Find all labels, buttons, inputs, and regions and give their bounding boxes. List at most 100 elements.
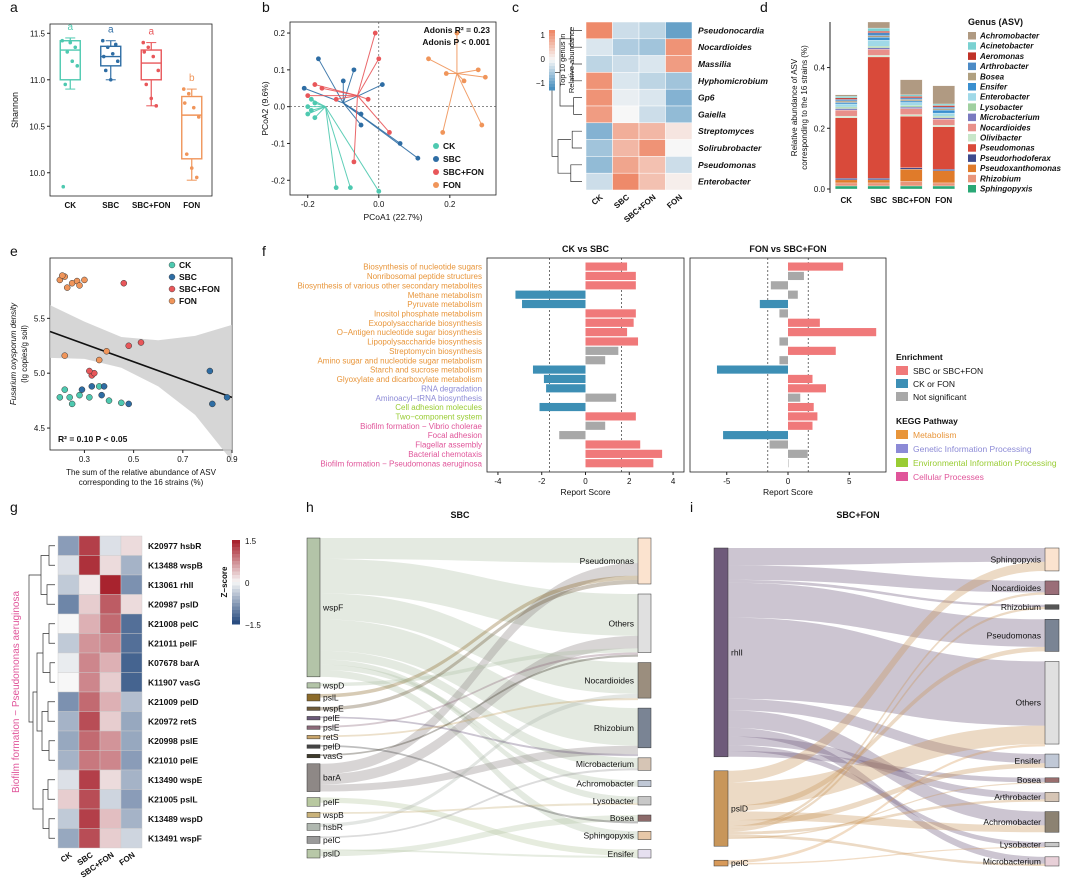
stacked-bar-segment bbox=[932, 117, 955, 120]
legend-swatch bbox=[968, 154, 976, 162]
data-point-CK bbox=[312, 100, 318, 106]
legend-swatch bbox=[968, 83, 976, 91]
x-tick-label: SBC+FON bbox=[132, 201, 171, 210]
data-point bbox=[105, 45, 110, 50]
sankey-target-label: Others bbox=[608, 618, 634, 628]
panel-letter-i: i bbox=[690, 499, 693, 515]
heatmap-cell bbox=[120, 633, 143, 654]
pathway-label: Starch and sucrose metabolism bbox=[370, 366, 482, 375]
y-tick-label: 0.2 bbox=[814, 124, 826, 133]
x-tick-label: -5 bbox=[723, 477, 731, 486]
pathway-label: Amino sugar and nucleotide sugar metabol… bbox=[317, 356, 482, 365]
stacked-bar-segment bbox=[900, 99, 923, 102]
data-point bbox=[65, 50, 70, 54]
stacked-bar-segment bbox=[867, 27, 890, 32]
heatmap-cell bbox=[78, 594, 101, 615]
regression-line bbox=[49, 330, 233, 399]
row-label: Gaiella bbox=[698, 109, 726, 119]
legend-label: CK bbox=[443, 141, 456, 151]
legend-swatch bbox=[896, 430, 908, 439]
sankey-target-node bbox=[637, 831, 652, 840]
x-tick-label: FON bbox=[183, 201, 200, 210]
spider-line bbox=[456, 73, 483, 126]
x-tick-label: 0.5 bbox=[128, 455, 140, 464]
sankey-flow bbox=[320, 698, 638, 738]
legend-label: Ensifer bbox=[980, 83, 1008, 92]
sankey-source-node bbox=[713, 859, 729, 867]
score-bar bbox=[585, 262, 628, 271]
row-label: K20972 retS bbox=[148, 716, 197, 726]
stacked-bar-segment bbox=[867, 32, 890, 36]
sankey-target-node bbox=[1044, 661, 1060, 745]
legend-marker bbox=[433, 182, 439, 188]
x-tick-label: -0.2 bbox=[301, 200, 315, 209]
sankey-flow bbox=[320, 619, 638, 746]
score-bar bbox=[779, 309, 788, 318]
row-label: K21010 pelE bbox=[148, 755, 198, 765]
sankey-flow bbox=[728, 811, 1045, 833]
data-point bbox=[141, 40, 146, 45]
stacked-bar-segment bbox=[835, 94, 858, 97]
stacked-bar-segment bbox=[835, 96, 858, 99]
stacked-bar-segment bbox=[867, 55, 890, 58]
sankey-flow bbox=[320, 575, 638, 698]
sankey-target-node bbox=[1044, 792, 1060, 802]
sankey-source-label: pelC bbox=[731, 858, 748, 868]
data-point-SBC+FON bbox=[125, 342, 132, 350]
panel-letter-a: a bbox=[10, 0, 18, 15]
score-bar bbox=[788, 384, 826, 393]
heatmap-cell bbox=[612, 88, 640, 107]
heatmap-cell bbox=[99, 789, 122, 810]
heatmap-cell bbox=[638, 122, 666, 140]
sankey-source-label: wspF bbox=[322, 602, 343, 612]
sankey-flow bbox=[728, 565, 1045, 593]
sankey-source-node bbox=[306, 706, 321, 711]
sankey-source-label: vasG bbox=[323, 751, 343, 761]
sankey-title: SBC bbox=[450, 510, 470, 520]
heatmap-cell bbox=[99, 711, 122, 732]
heatmap-cell bbox=[120, 730, 143, 751]
data-point-CK bbox=[305, 104, 311, 110]
legend-title: Enrichment bbox=[896, 352, 943, 362]
pathway-label: Biosynthesis of nucleotide sugars bbox=[363, 263, 482, 272]
sankey-flow bbox=[320, 693, 638, 827]
score-bar bbox=[585, 356, 606, 365]
score-bar bbox=[585, 281, 636, 290]
spider-line bbox=[336, 95, 358, 100]
stacked-bar-segment bbox=[932, 182, 955, 187]
significance-letter: a bbox=[67, 22, 73, 33]
score-bar bbox=[522, 299, 586, 309]
dendrogram-branch bbox=[48, 740, 55, 761]
sankey-flow bbox=[320, 579, 638, 711]
sankey-flow bbox=[320, 744, 638, 824]
sankey-target-node bbox=[637, 780, 652, 787]
legend-swatch bbox=[968, 42, 976, 50]
sankey-flow bbox=[728, 617, 1045, 726]
stacked-bar-segment bbox=[932, 169, 955, 171]
data-point-SBC bbox=[301, 85, 307, 91]
data-point-SBC+FON bbox=[86, 367, 93, 375]
sankey-flow bbox=[320, 635, 638, 785]
data-point-FON bbox=[475, 67, 481, 73]
legend-marker bbox=[433, 169, 439, 175]
score-bar bbox=[779, 356, 788, 365]
spider-line bbox=[325, 106, 337, 188]
stacked-bar-segment bbox=[900, 115, 923, 168]
legend-marker bbox=[433, 156, 439, 162]
heatmap-cell bbox=[99, 555, 122, 576]
heatmap-cell bbox=[665, 88, 693, 107]
legend-swatch bbox=[896, 458, 908, 467]
x-tick-label: 0 bbox=[583, 477, 588, 486]
score-bar bbox=[779, 337, 788, 346]
x-tick-label: 0 bbox=[786, 477, 791, 486]
spider-line bbox=[307, 106, 326, 115]
y-axis-label: corresponding to the 16 strains (%) bbox=[800, 45, 809, 170]
stacked-bar-segment bbox=[835, 102, 858, 105]
data-point bbox=[113, 42, 118, 47]
data-point-CK bbox=[56, 394, 64, 401]
heatmap-cell bbox=[638, 88, 666, 107]
heatmap-cell bbox=[57, 769, 80, 790]
color-scale-step bbox=[549, 81, 555, 85]
stacked-bar-segment bbox=[835, 185, 858, 190]
stacked-bar-segment bbox=[835, 103, 858, 108]
